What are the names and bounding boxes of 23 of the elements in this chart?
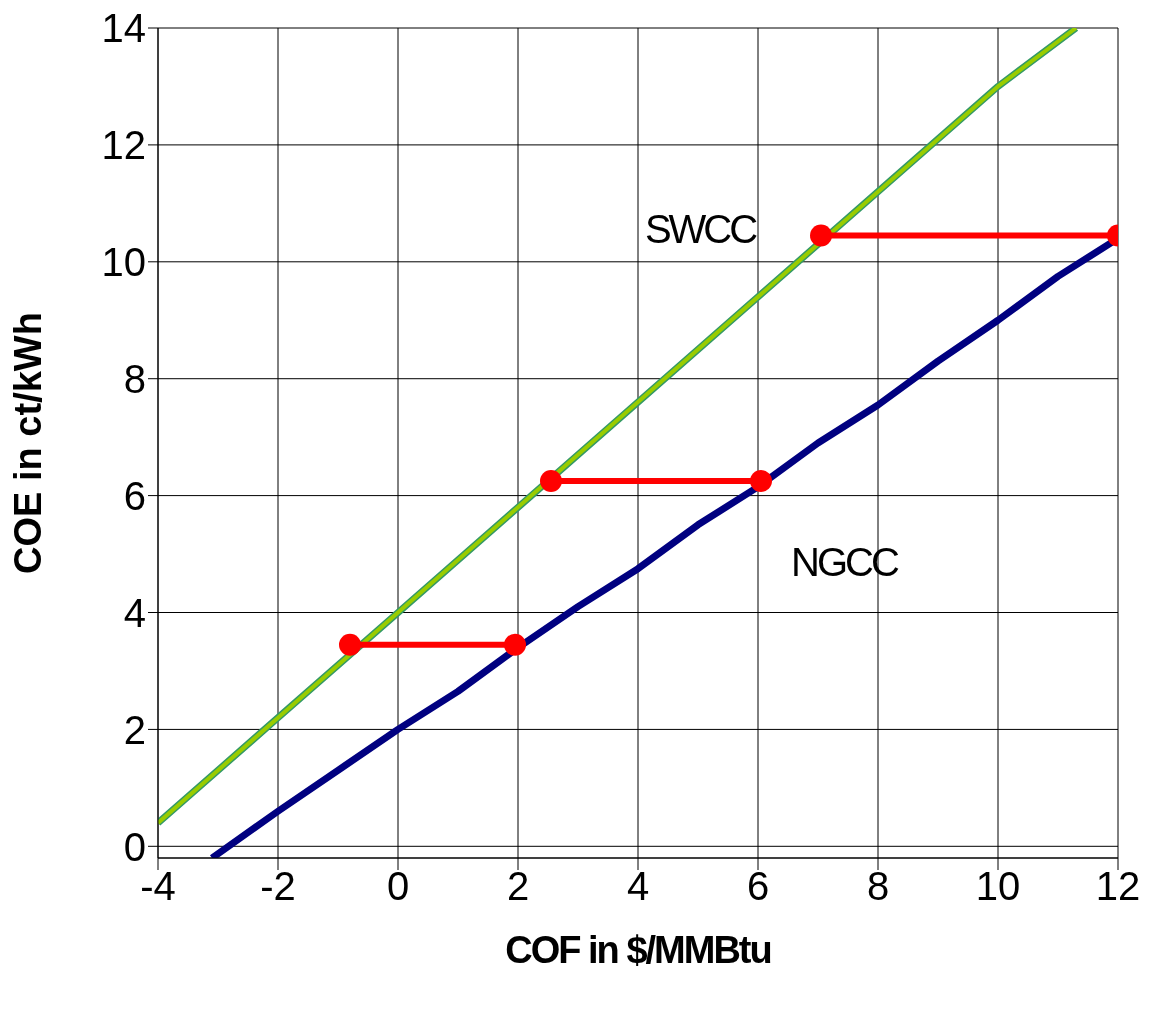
point (504, 633, 526, 656)
x-tick-label: 6 (746, 864, 770, 909)
y-tick-label: 12 (101, 123, 146, 168)
point (750, 469, 772, 492)
annotation: SWCC (644, 206, 756, 252)
y-tick-label: 6 (123, 473, 146, 518)
y-tick-label: 4 (123, 590, 146, 635)
annotation: NGCC (791, 539, 897, 585)
y-tick-label: 10 (101, 240, 146, 284)
y-axis-title: COE in ct/kWh (7, 312, 50, 574)
x-tick-label: 2 (506, 864, 530, 909)
x-tick-label: -2 (260, 864, 296, 909)
y-tick-label: 14 (101, 6, 146, 51)
x-tick-label: 12 (1095, 864, 1141, 909)
x-axis-title: COF in $/MMBtu (505, 929, 771, 971)
x-tick-label: 8 (866, 864, 890, 909)
point (339, 633, 361, 656)
x-tick-label: 4 (626, 864, 650, 909)
x-tick-label: 10 (975, 864, 1021, 909)
y-tick-label: 8 (123, 356, 146, 401)
x-tick-label: 0 (386, 864, 410, 909)
point (540, 469, 562, 492)
y-tick-label: 2 (123, 707, 146, 752)
